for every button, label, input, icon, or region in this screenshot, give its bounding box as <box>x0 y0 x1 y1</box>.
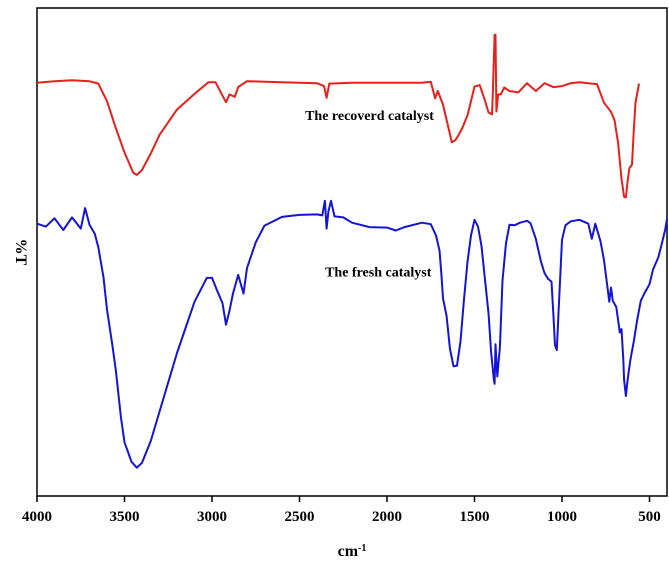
plot-area: 4000 3500 3000 2500 2000 1500 1000 500 The reco… <box>22 7 668 525</box>
annotation-recovered: The recoverd catalyst <box>305 109 434 124</box>
x-axis-label-superscript: -1 <box>358 543 366 554</box>
x-tick-label: 1000 <box>547 509 577 525</box>
spectra-series <box>36 33 668 469</box>
annotations: The recoverd catalyst The fresh catalyst <box>305 109 434 280</box>
x-axis-label: cm-1 <box>338 543 367 561</box>
series-line-fresh <box>36 199 668 469</box>
x-tick-label: 4000 <box>22 509 52 525</box>
plot-frame <box>36 7 668 497</box>
x-tick-label: 2000 <box>372 509 402 525</box>
x-axis-ticks: 4000 3500 3000 2500 2000 1500 1000 500 <box>22 496 661 525</box>
annotation-fresh: The fresh catalyst <box>325 265 432 280</box>
y-axis-label: %T <box>12 239 29 266</box>
x-tick-label: 3000 <box>197 509 227 525</box>
x-tick-label: 3500 <box>110 509 140 525</box>
x-axis-label-unit: cm <box>338 543 359 560</box>
series-line-recovered <box>36 33 640 199</box>
x-tick-label: 500 <box>638 509 661 525</box>
x-tick-label: 2500 <box>285 509 315 525</box>
x-tick-label: 1500 <box>460 509 490 525</box>
